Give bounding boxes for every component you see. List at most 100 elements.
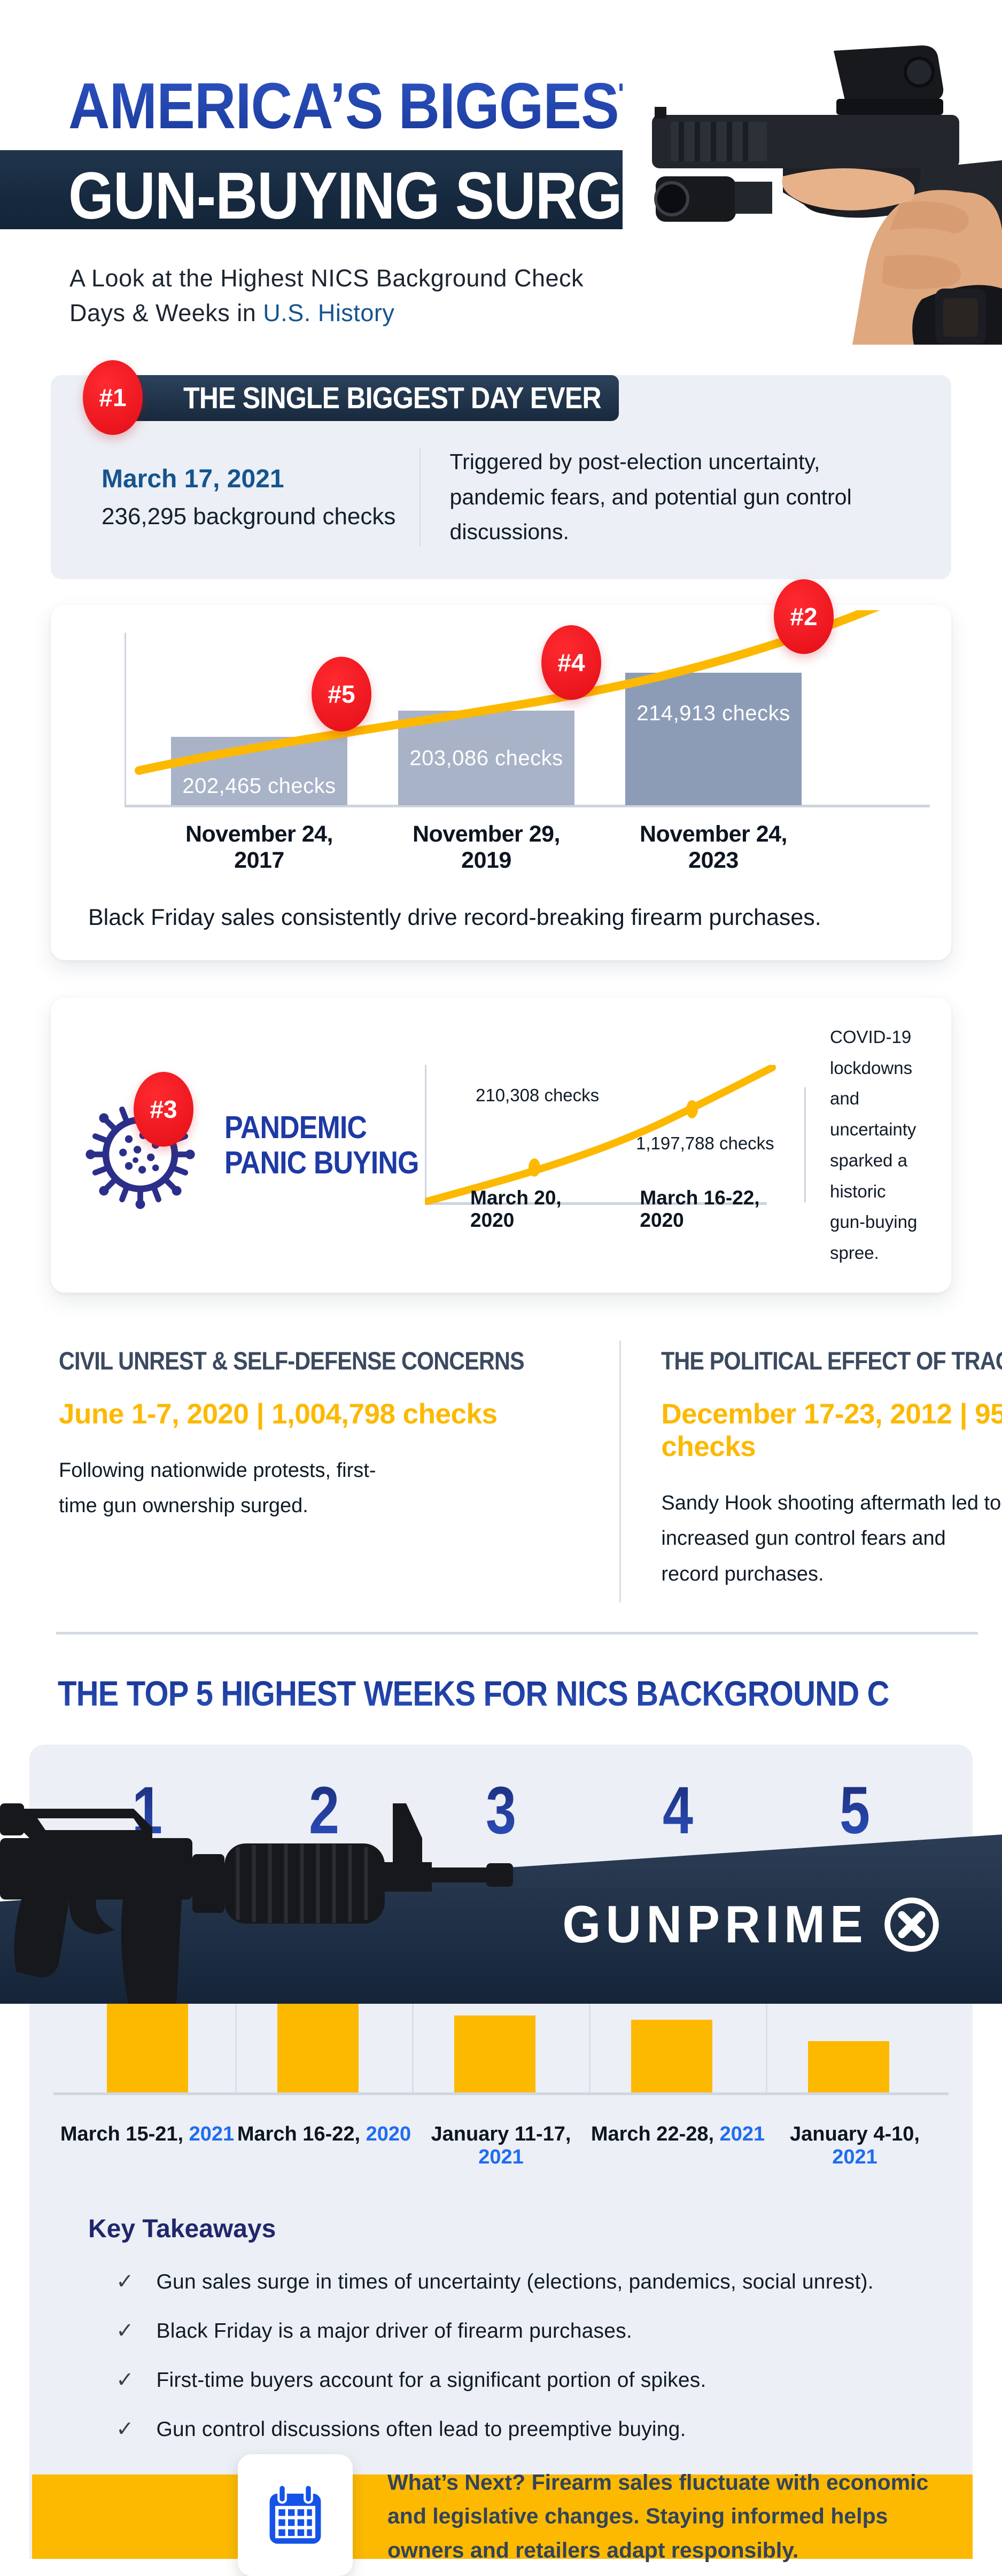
key-takeaways-list: ✓ Gun sales surge in times of uncertainty…: [88, 2269, 914, 2441]
header: AMERICA’S BIGGEST GUN-BUYING SURGES: [0, 0, 1002, 350]
takeaway-item: ✓ Gun control discussions often lead to p…: [88, 2417, 914, 2441]
checkmark-icon: ✓: [116, 2417, 134, 2441]
record-checks: 236,295 background checks: [102, 503, 396, 530]
black-friday-caption: Black Friday sales consistently drive re…: [88, 904, 821, 930]
pandemic-x-axis: [425, 1202, 767, 1205]
top5-date-year: 2021: [189, 2122, 235, 2145]
top5-rank-number: 4: [617, 1774, 739, 1848]
section1-title: THE SINGLE BIGGEST DAY EVER: [183, 381, 602, 415]
brand-x-icon: [884, 1897, 939, 1952]
pandemic-curve: [425, 1064, 776, 1205]
bar-date-label: November 29, 2019: [412, 821, 561, 873]
takeaway-item: ✓ First-time buyers account for a signifi…: [88, 2368, 914, 2392]
top5-date: January 11-17, 2021: [431, 2122, 571, 2168]
vertical-divider: [420, 447, 421, 547]
pistol-illustration: [652, 45, 1002, 345]
chart-y-axis: [125, 632, 126, 805]
takeaway-item: ✓ Black Friday is a major driver of firea…: [88, 2318, 914, 2343]
bar-value-label: 202,465 checks: [182, 774, 336, 798]
section1-title-bar: THE SINGLE BIGGEST DAY EVER: [98, 375, 619, 421]
record-date: March 17, 2021: [102, 464, 284, 493]
event-description: Following nationwide protests, first-tim…: [59, 1459, 376, 1517]
checkmark-icon: ✓: [116, 2318, 134, 2342]
top5-rank-number: 3: [440, 1774, 562, 1848]
rifle-illustration: [0, 1803, 513, 2004]
takeaway-text: Gun sales surge in times of uncertainty …: [156, 2270, 874, 2293]
top5-rank-number: 5: [794, 1774, 916, 1848]
pandemic-title-line2: PANIC BUYING: [224, 1145, 419, 1180]
black-friday-bar: 202,465 checks #5: [171, 656, 371, 805]
top5-title: THE TOP 5 HIGHEST WEEKS FOR NICS BACKGRO…: [58, 1674, 996, 1714]
page-title-line2: GUN-BUYING SURGES: [68, 159, 699, 233]
top5-date: March 22-28, 2021: [591, 2122, 765, 2145]
calendar-tile: [238, 2454, 353, 2576]
top5-date-row: March 15-21, 2021 March 16-22, 2020 Januar…: [59, 2123, 943, 2169]
top5-date: March 15-21, 2021: [60, 2122, 235, 2145]
top5-baseline: [53, 2092, 949, 2095]
pistol-photo: [623, 0, 1002, 345]
black-friday-bar: 203,086 checks #4: [398, 625, 601, 805]
pandemic-description: COVID-19 lockdowns and uncertainty spark…: [830, 1026, 918, 1263]
pandemic-title: PANDEMIC PANIC BUYING: [224, 1110, 419, 1180]
takeaway-text: Gun control discussions often lead to pr…: [156, 2417, 686, 2441]
event-title: THE POLITICAL EFFECT OF TRAGEDY: [661, 1346, 1002, 1375]
key-takeaways: Key Takeaways ✓ Gun sales surge in times …: [59, 2214, 943, 2441]
chart-x-axis: [125, 804, 930, 807]
event-column: CIVIL UNREST & SELF-DEFENSE CONCERNS June…: [51, 1341, 619, 1603]
subtitle-line2: Days & Weeks in: [69, 299, 263, 327]
pandemic-point1-label: 210,308 checks: [476, 1085, 600, 1105]
pandemic-chart: 210,308 checks 1,197,788 checks March 20…: [425, 1064, 783, 1231]
top5-date-year: 2020: [366, 2122, 411, 2145]
top5-date: January 4-10, 2021: [790, 2122, 920, 2168]
subtitle-line1: A Look at the Highest NICS Background Ch…: [69, 264, 584, 292]
rank-3-badge: #3: [134, 1071, 193, 1147]
top5-date-year: 2021: [832, 2145, 877, 2168]
rank-1-badge: #1: [83, 360, 143, 435]
top5-date-year: 2021: [478, 2145, 524, 2168]
section-single-biggest-day: THE SINGLE BIGGEST DAY EVER #1 March 17,…: [51, 360, 951, 579]
top5-bar: [631, 2019, 712, 2092]
pandemic-y-axis: [425, 1064, 426, 1205]
page-title-line1: AMERICA’S BIGGEST: [68, 69, 654, 142]
page-subtitle: A Look at the Highest NICS Background Ch…: [69, 261, 584, 331]
top5-rank-number: 2: [263, 1774, 385, 1848]
pandemic-point2-label: 1,197,788 checks: [636, 1133, 774, 1153]
brand-name: GUNPRIME: [562, 1895, 868, 1954]
bar-date-row: November 24, 2017 November 29, 2019 Novemb…: [88, 821, 914, 874]
event-column: THE POLITICAL EFFECT OF TRAGEDY December …: [619, 1340, 1002, 1603]
rank-badge: #5: [312, 656, 371, 731]
top5-date: March 16-22, 2020: [237, 2122, 411, 2145]
takeaway-item: ✓ Gun sales surge in times of uncertainty…: [88, 2269, 914, 2294]
vertical-divider: [804, 1087, 806, 1203]
events-section: CIVIL UNREST & SELF-DEFENSE CONCERNS June…: [51, 1340, 1002, 1603]
pandemic-point2-date: March 16-22, 2020: [640, 1186, 760, 1231]
event-description: Sandy Hook shooting aftermath led to inc…: [661, 1491, 1001, 1585]
calendar-icon: [269, 2484, 321, 2544]
event-stat: June 1-7, 2020 | 1,004,798 checks: [59, 1398, 498, 1430]
top5-bar: [277, 1998, 359, 2092]
brand-logo: GUNPRIME: [543, 1894, 941, 1955]
bar-value-label: 214,913 checks: [636, 702, 790, 726]
bar-date-label: November 24, 2017: [185, 821, 333, 873]
bar-value-label: 203,086 checks: [409, 746, 563, 771]
takeaway-text: Black Friday is a major driver of firear…: [156, 2319, 632, 2342]
bar-date-label: November 24, 2023: [639, 821, 788, 873]
whats-next-banner: What’s Next? Firearm sales fluctuate wit…: [32, 2454, 973, 2576]
horizontal-divider: [56, 1632, 978, 1635]
takeaway-text: First-time buyers account for a signific…: [156, 2368, 706, 2392]
whats-next-text: What’s Next? Firearm sales fluctuate wit…: [387, 2470, 929, 2563]
checkmark-icon: ✓: [116, 2368, 134, 2392]
black-friday-chart: 202,465 checks #5 203,086 checks #4 214,913 …: [125, 579, 930, 807]
key-takeaways-title: Key Takeaways: [88, 2214, 276, 2243]
checkmark-icon: ✓: [116, 2269, 134, 2293]
event-stat: December 17-23, 2012 | 953,613 checks: [661, 1398, 1002, 1462]
record-description: Triggered by post-election uncertainty, …: [449, 449, 852, 544]
top5-date-year: 2021: [719, 2122, 765, 2145]
bar-group: 202,465 checks #5 203,086 checks #4 214,913 …: [131, 579, 908, 805]
top5-bar: [454, 2015, 535, 2092]
rank-badge: #4: [541, 625, 601, 700]
pandemic-point1-date: March 20, 2020: [470, 1186, 562, 1231]
event-title: CIVIL UNREST & SELF-DEFENSE CONCERNS: [59, 1346, 525, 1375]
rank-badge: #2: [774, 579, 834, 654]
subtitle-highlight: U.S. History: [263, 299, 395, 327]
